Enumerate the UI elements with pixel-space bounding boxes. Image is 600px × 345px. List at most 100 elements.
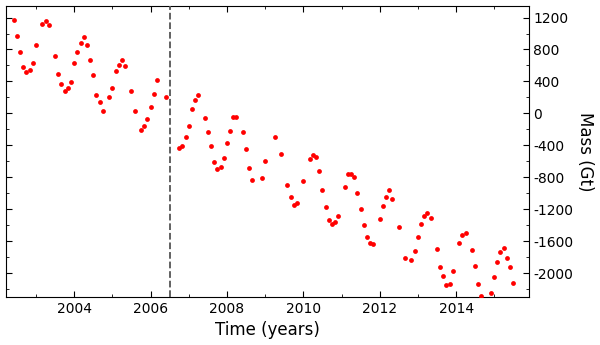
- Point: [343, 172, 353, 177]
- Point: [225, 128, 235, 134]
- Point: [458, 233, 467, 238]
- Point: [276, 152, 286, 157]
- Point: [76, 40, 85, 46]
- Point: [314, 168, 324, 174]
- Point: [270, 135, 280, 140]
- Point: [139, 124, 149, 129]
- Point: [385, 188, 394, 193]
- Point: [496, 249, 505, 255]
- Point: [95, 100, 104, 105]
- Point: [490, 274, 499, 280]
- Point: [248, 177, 257, 183]
- Point: [120, 63, 130, 69]
- Point: [426, 216, 436, 221]
- Point: [353, 190, 362, 195]
- Point: [12, 33, 22, 39]
- Point: [470, 264, 480, 269]
- Point: [515, 314, 524, 319]
- Point: [375, 217, 385, 222]
- Point: [28, 60, 38, 66]
- Point: [289, 202, 298, 208]
- Point: [15, 49, 25, 55]
- Point: [216, 165, 226, 170]
- Point: [257, 175, 266, 181]
- Point: [305, 156, 314, 161]
- Point: [229, 114, 238, 120]
- Point: [413, 234, 422, 240]
- Point: [22, 69, 31, 75]
- Point: [439, 274, 448, 279]
- Point: [85, 57, 95, 63]
- Point: [388, 196, 397, 202]
- Point: [518, 317, 527, 323]
- Point: [44, 22, 53, 28]
- Point: [200, 116, 209, 121]
- Point: [340, 185, 349, 190]
- Y-axis label: Mass (Gt): Mass (Gt): [577, 111, 595, 191]
- Point: [286, 195, 295, 200]
- Point: [41, 18, 50, 24]
- Point: [161, 94, 171, 100]
- Point: [50, 53, 60, 58]
- Point: [149, 91, 158, 96]
- Point: [130, 108, 139, 114]
- Point: [508, 280, 518, 286]
- Point: [187, 106, 197, 112]
- Point: [359, 222, 368, 228]
- Point: [473, 282, 483, 287]
- Point: [212, 166, 222, 172]
- Point: [502, 256, 512, 261]
- Point: [206, 143, 216, 149]
- Point: [181, 135, 190, 140]
- Point: [88, 72, 98, 78]
- Point: [38, 22, 47, 27]
- Point: [432, 246, 442, 251]
- Point: [111, 68, 121, 73]
- Point: [311, 154, 321, 159]
- Point: [175, 145, 184, 151]
- Point: [346, 171, 356, 177]
- Point: [219, 155, 229, 161]
- Point: [66, 79, 76, 85]
- Point: [79, 34, 88, 39]
- Point: [505, 265, 515, 270]
- Point: [117, 57, 127, 63]
- Point: [365, 240, 375, 246]
- Point: [330, 219, 340, 225]
- Point: [308, 152, 317, 158]
- Point: [70, 61, 79, 66]
- Point: [448, 268, 458, 273]
- Point: [298, 178, 308, 184]
- Point: [416, 221, 426, 227]
- Point: [82, 42, 92, 48]
- Point: [98, 108, 107, 114]
- Point: [454, 240, 464, 246]
- Point: [394, 224, 403, 229]
- Point: [349, 174, 359, 179]
- Point: [324, 218, 334, 223]
- Point: [244, 165, 254, 171]
- Point: [152, 78, 161, 83]
- Point: [53, 71, 63, 77]
- Point: [442, 282, 451, 287]
- Point: [60, 88, 70, 93]
- Point: [317, 187, 327, 193]
- Point: [107, 85, 117, 91]
- Point: [92, 92, 101, 98]
- Point: [193, 93, 203, 98]
- Point: [104, 94, 114, 100]
- Point: [238, 129, 248, 135]
- Point: [232, 114, 241, 120]
- Point: [483, 297, 493, 302]
- Point: [422, 210, 432, 216]
- Point: [209, 159, 219, 165]
- Point: [241, 146, 251, 151]
- Point: [445, 281, 454, 286]
- Point: [63, 86, 73, 91]
- Point: [127, 88, 136, 93]
- Point: [407, 258, 416, 263]
- Point: [493, 259, 502, 265]
- Point: [467, 247, 476, 253]
- Point: [368, 241, 378, 247]
- Point: [184, 123, 193, 129]
